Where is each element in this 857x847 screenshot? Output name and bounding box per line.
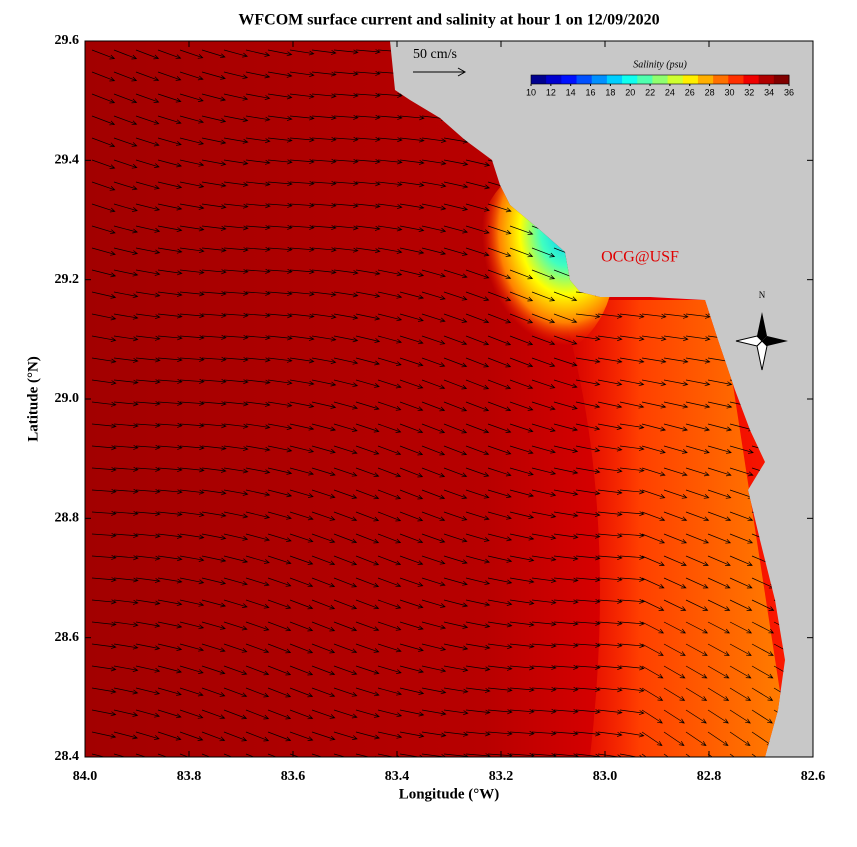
x-tick-label: 83.6 <box>281 769 306 784</box>
y-tick-label: 29.0 <box>55 391 80 406</box>
y-tick-label: 28.4 <box>55 749 80 764</box>
colorbar-title: Salinity (psu) <box>633 59 687 70</box>
y-tick-label: 29.6 <box>55 33 80 48</box>
colorbar-tick-label: 12 <box>546 87 556 97</box>
colorbar-tick-label: 36 <box>784 87 794 97</box>
colorbar-swatch <box>576 75 593 84</box>
colorbar-swatch <box>606 75 623 84</box>
colorbar-tick-label: 24 <box>665 87 675 97</box>
colorbar-tick-label: 34 <box>764 87 774 97</box>
axes: 84.0 83.8 83.6 83.4 83.2 83.0 82.8 82.6 28.4 28.6… <box>55 33 826 784</box>
y-axis-label: Latitude (°N) <box>25 356 41 442</box>
x-tick-label: 84.0 <box>73 769 98 784</box>
colorbar-tick-label: 10 <box>526 87 536 97</box>
colorbar-frame <box>530 74 790 85</box>
colorbar-swatch <box>728 75 744 84</box>
x-axis-label: Longitude (°W) <box>399 786 500 802</box>
x-tick-label: 83.8 <box>177 769 202 784</box>
x-tick-label: 82.6 <box>801 769 826 784</box>
salinity-field-east <box>560 300 785 757</box>
x-tick-label: 83.4 <box>385 769 410 784</box>
colorbar: 10 12 14 16 18 20 22 24 26 28 30 32 34 36 <box>526 74 794 97</box>
compass: N <box>735 290 788 371</box>
colorbar-swatch <box>682 75 699 84</box>
y-tick-label: 29.2 <box>55 272 80 287</box>
colorbar-tick-label: 28 <box>705 87 715 97</box>
x-tick-label: 82.8 <box>697 769 722 784</box>
colorbar-swatch <box>667 75 684 84</box>
scale-label: 50 cm/s <box>413 47 457 62</box>
colorbar-tick-label: 30 <box>724 87 734 97</box>
colorbar-swatch <box>531 75 547 84</box>
compass-label: N <box>759 290 766 300</box>
colorbar-swatch <box>561 75 578 84</box>
colorbar-tick-label: 32 <box>744 87 754 97</box>
colorbar-tick-label: 26 <box>685 87 695 97</box>
map-title: WFCOM surface current and salinity at ho… <box>238 12 659 29</box>
y-tick-label: 29.4 <box>55 153 80 168</box>
colorbar-swatch <box>743 75 760 84</box>
scale-arrow <box>413 67 467 77</box>
colorbar-tick-label: 20 <box>625 87 635 97</box>
colorbar-tick-label: 22 <box>645 87 655 97</box>
colorbar-swatch <box>758 75 775 84</box>
colorbar-swatch <box>546 75 562 84</box>
colorbar-swatch <box>697 75 714 84</box>
credit: OCG@USF <box>601 249 679 266</box>
colorbar-tick-label: 16 <box>586 87 596 97</box>
colorbar-tick-label: 18 <box>605 87 615 97</box>
x-tick-label: 83.0 <box>593 769 618 784</box>
colorbar-swatch <box>637 75 653 84</box>
y-tick-label: 28.6 <box>55 630 80 645</box>
colorbar-swatch <box>591 75 608 84</box>
colorbar-swatch <box>652 75 669 84</box>
y-tick-label: 28.8 <box>55 511 80 526</box>
colorbar-tick-label: 14 <box>566 87 576 97</box>
colorbar-swatch <box>773 75 790 84</box>
colorbar-swatch <box>713 75 729 84</box>
colorbar-swatch <box>622 75 638 84</box>
x-tick-label: 83.2 <box>489 769 514 784</box>
